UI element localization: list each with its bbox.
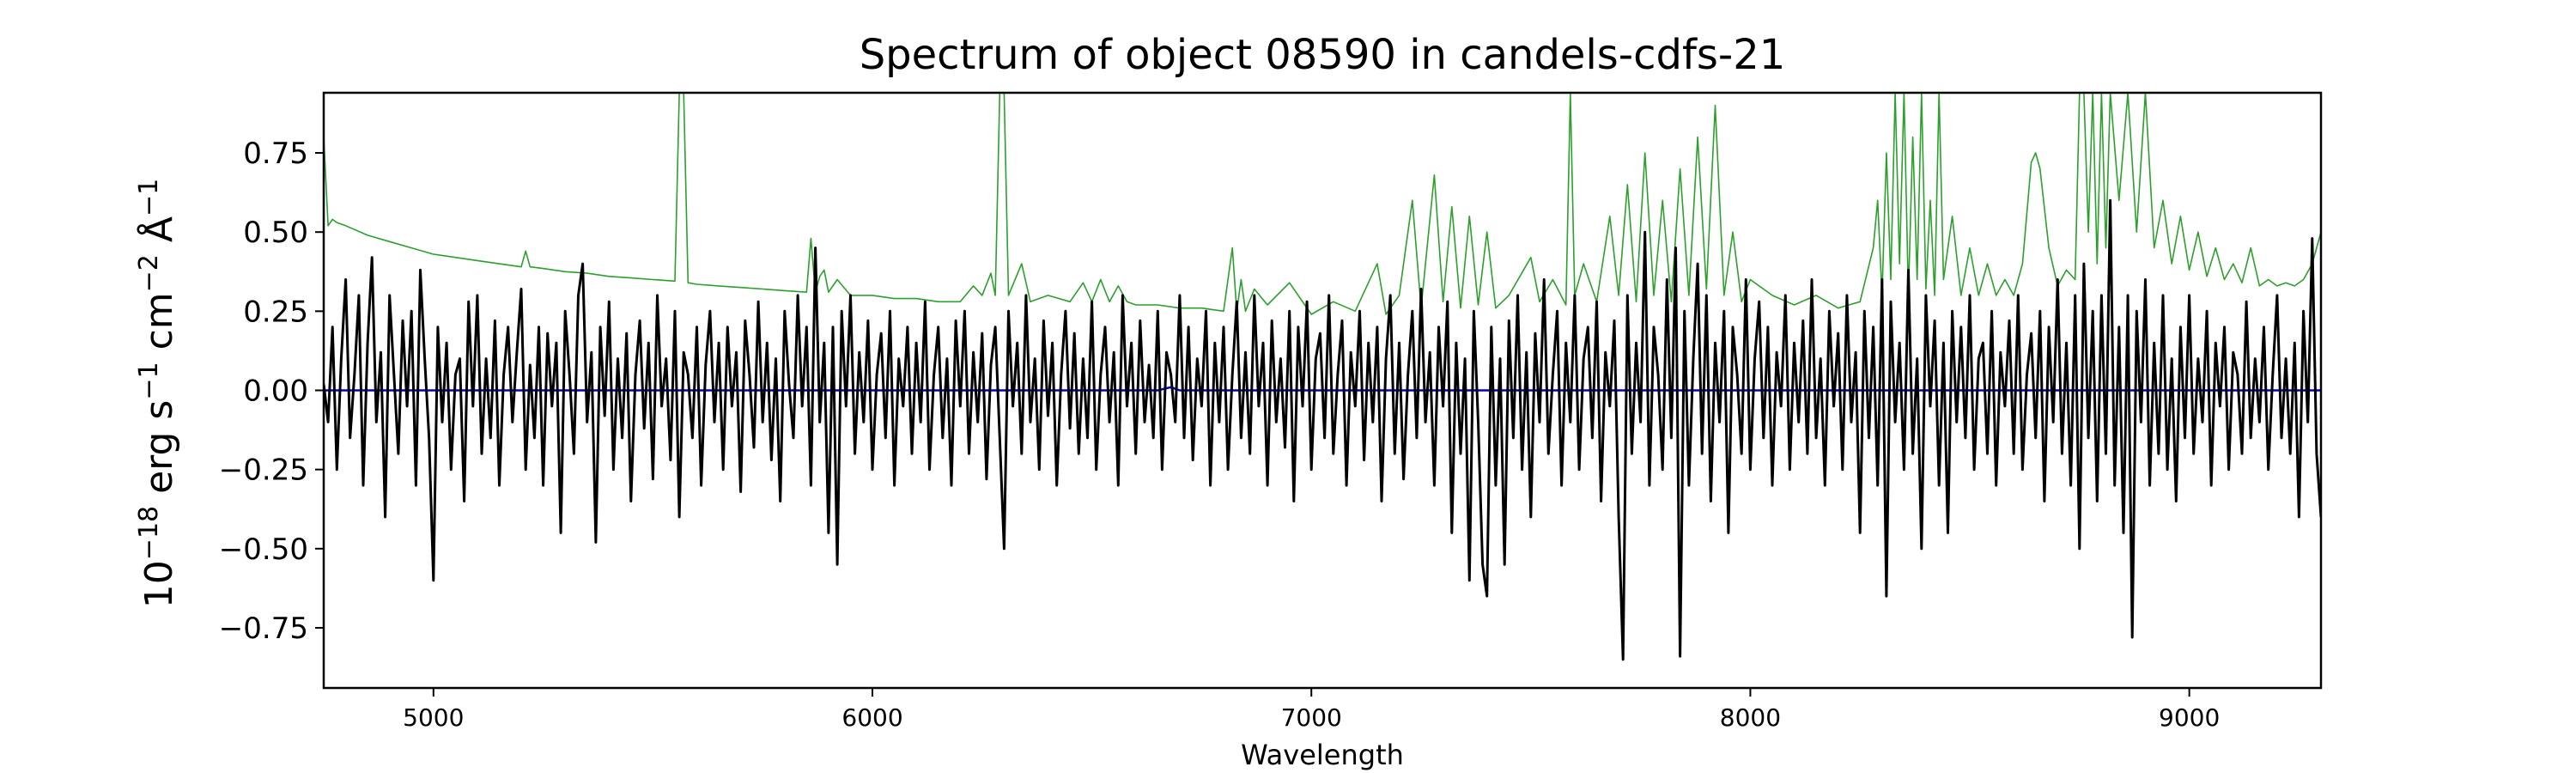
y-tick-label: 0.25 [243,295,308,329]
flux-spectrum-line [324,198,2321,661]
error-spectrum-line [324,93,2321,315]
y-tick-label: 0.00 [243,374,308,409]
plot-frame [322,91,2323,690]
y-tick-label: 0.50 [243,216,308,250]
svg-text:10−18 erg s−1 cm−2 Å−1: 10−18 erg s−1 cm−2 Å−1 [134,179,182,608]
x-tick-label: 8000 [1720,703,1781,732]
y-tick-label: 0.75 [243,137,308,171]
x-axis-label: Wavelength [1241,739,1404,771]
y-axis-label: 10−18 erg s−1 cm−2 Å−1 [134,179,182,608]
series-layer [324,93,2321,661]
y-tick-label: −0.75 [219,612,308,646]
x-tick-label: 5000 [403,703,464,732]
x-tick-label: 6000 [841,703,902,732]
x-tick-label: 9000 [2159,703,2220,732]
y-tick-label: −0.50 [219,533,308,567]
ticks-layer: 5000 6000 7000 8000 9000 0.75 0.50 0.25 0.00 −0.2… [219,137,2220,732]
x-tick-label: 7000 [1281,703,1342,732]
y-tick-label: −0.25 [219,453,308,488]
chart-title: Spectrum of object 08590 in candels-cdfs… [860,31,1786,79]
